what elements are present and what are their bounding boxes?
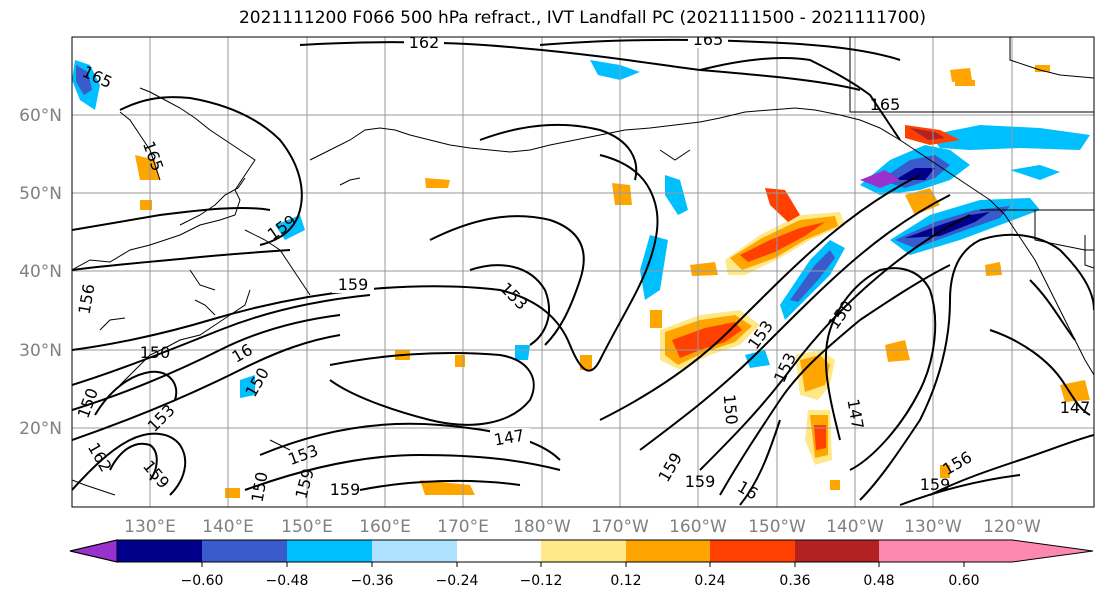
colorbar-bin bbox=[795, 540, 879, 562]
lon-label: 170°W bbox=[591, 517, 649, 537]
lon-label: 130°W bbox=[904, 517, 962, 537]
colorbar: −0.60 −0.48 −0.36 −0.24 −0.12 0.12 0.24 … bbox=[69, 539, 1094, 589]
contour-label: 150 bbox=[140, 343, 171, 362]
colorbar-extend-low bbox=[69, 539, 118, 563]
lon-label: 160°E bbox=[359, 517, 411, 537]
latitude-labels: 60°N 50°N 40°N 30°N 20°N bbox=[19, 106, 62, 439]
lat-label: 30°N bbox=[19, 341, 62, 361]
contour-lines bbox=[72, 38, 1094, 506]
shading-layer bbox=[72, 60, 1090, 498]
colorbar-tick-label: −0.60 bbox=[181, 573, 224, 589]
contour-label: 159 bbox=[685, 472, 716, 491]
lon-label: 150°E bbox=[281, 517, 333, 537]
longitude-labels: 130°E 140°E 150°E 160°E 170°E 180°W 170°… bbox=[124, 517, 1041, 537]
lon-label: 140°E bbox=[202, 517, 254, 537]
colorbar-extend-high bbox=[964, 540, 1093, 562]
contour-label: 165 bbox=[870, 95, 901, 114]
colorbar-tick-label: −0.12 bbox=[520, 573, 563, 589]
colorbar-tick-label: 0.12 bbox=[610, 573, 641, 589]
colorbar-tick-label: −0.24 bbox=[436, 573, 479, 589]
colorbar-tick-label: 0.60 bbox=[948, 573, 979, 589]
lon-label: 160°W bbox=[669, 517, 727, 537]
colorbar-bin bbox=[202, 540, 287, 562]
lat-label: 20°N bbox=[19, 419, 62, 439]
colorbar-tick-label: −0.48 bbox=[266, 573, 309, 589]
lat-label: 60°N bbox=[19, 106, 62, 126]
contour-label: 150 bbox=[720, 393, 742, 425]
contour-label: 159 bbox=[330, 480, 361, 499]
colorbar-bin bbox=[879, 540, 964, 562]
colorbar-bin bbox=[626, 540, 710, 562]
colorbar-tick-label: 0.36 bbox=[779, 573, 810, 589]
contour-label: 162 bbox=[409, 33, 440, 52]
contour-label: 159 bbox=[338, 275, 369, 294]
colorbar-bin bbox=[457, 540, 541, 562]
lon-label: 140°W bbox=[826, 517, 884, 537]
colorbar-bin bbox=[541, 540, 626, 562]
colorbar-tick-label: 0.48 bbox=[863, 573, 894, 589]
colorbar-bin bbox=[372, 540, 457, 562]
lon-label: 120°W bbox=[983, 517, 1041, 537]
lat-label: 40°N bbox=[19, 262, 62, 282]
lon-label: 150°W bbox=[748, 517, 806, 537]
map-frame bbox=[71, 36, 1095, 508]
lon-label: 180°W bbox=[513, 517, 571, 537]
colorbar-bin bbox=[287, 540, 372, 562]
colorbar-bin bbox=[117, 540, 202, 562]
map-title: 2021111200 F066 500 hPa refract., IVT La… bbox=[238, 8, 926, 28]
lon-label: 130°E bbox=[124, 517, 176, 537]
colorbar-tick-label: 0.24 bbox=[694, 573, 725, 589]
lon-label: 170°E bbox=[437, 517, 489, 537]
contour-label: 159 bbox=[920, 475, 951, 494]
lat-label: 50°N bbox=[19, 184, 62, 204]
colorbar-bin bbox=[710, 540, 795, 562]
contour-label: 165 bbox=[693, 30, 724, 49]
coastlines bbox=[72, 37, 1094, 496]
contour-label: 147 bbox=[1060, 398, 1091, 417]
colorbar-tick-label: −0.36 bbox=[351, 573, 394, 589]
